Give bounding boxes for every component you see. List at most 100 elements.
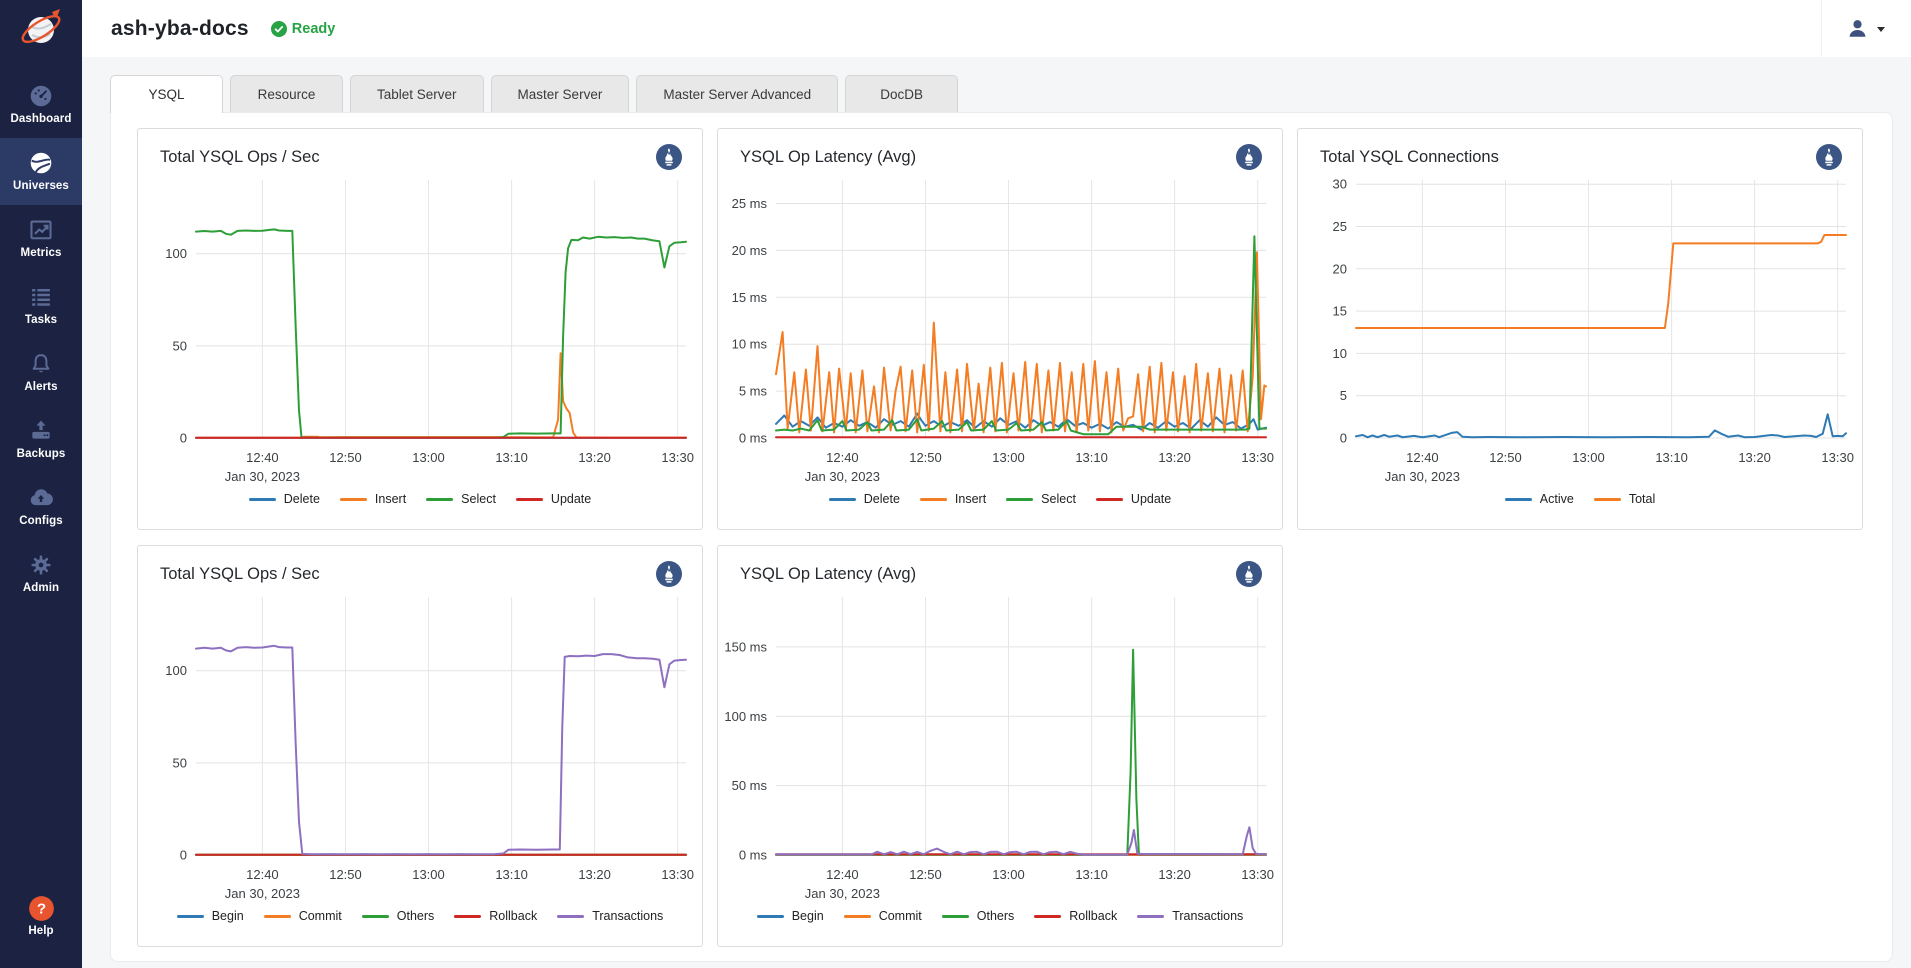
sidebar-item-universes[interactable]: Universes <box>0 138 82 205</box>
svg-text:12:50: 12:50 <box>1489 450 1522 465</box>
legend-item-update: Update <box>1096 492 1171 506</box>
legend-swatch <box>757 915 784 918</box>
chart-title: Total YSQL Connections <box>1320 148 1499 167</box>
yugabyte-logo-icon[interactable] <box>0 0 82 57</box>
svg-text:13:30: 13:30 <box>661 450 694 465</box>
sidebar-item-label: Metrics <box>0 247 82 259</box>
sidebar-item-label: Configs <box>0 515 82 527</box>
sidebar-item-backups[interactable]: Backups <box>0 406 82 473</box>
user-menu[interactable] <box>1821 0 1911 57</box>
tab-master-server[interactable]: Master Server <box>491 75 630 112</box>
chart-title: YSQL Op Latency (Avg) <box>740 565 916 584</box>
svg-text:13:20: 13:20 <box>1738 450 1771 465</box>
legend-item-select: Select <box>1006 492 1076 506</box>
svg-text:Jan 30, 2023: Jan 30, 2023 <box>1385 469 1460 484</box>
legend-swatch <box>1137 915 1164 918</box>
legend-swatch <box>340 498 367 501</box>
svg-text:13:30: 13:30 <box>661 867 694 882</box>
legend-label: Select <box>1041 492 1076 506</box>
legend-swatch <box>249 498 276 501</box>
chart-canvas: 05010012:4012:5013:0013:1013:2013:30Jan … <box>138 170 702 490</box>
svg-text:Jan 30, 2023: Jan 30, 2023 <box>225 886 300 901</box>
chart-canvas: 05101520253012:4012:5013:0013:1013:2013:… <box>1298 170 1862 490</box>
legend-item-delete: Delete <box>829 492 900 506</box>
legend-swatch <box>426 498 453 501</box>
metrics-icon <box>0 217 82 243</box>
legend-item-delete: Delete <box>249 492 320 506</box>
legend-swatch <box>1006 498 1033 501</box>
svg-text:100: 100 <box>165 246 187 261</box>
chart-legend: DeleteInsertSelectUpdate <box>138 492 702 506</box>
svg-text:50 ms: 50 ms <box>732 778 768 793</box>
svg-text:30: 30 <box>1333 177 1347 192</box>
svg-text:15 ms: 15 ms <box>732 290 768 305</box>
legend-swatch <box>1594 498 1621 501</box>
sidebar-item-label: Admin <box>0 582 82 594</box>
chart-panel: Total YSQL Ops / Sec05010012:4012:5013:0… <box>137 545 703 947</box>
check-circle-icon <box>271 21 287 37</box>
svg-text:15: 15 <box>1333 304 1347 319</box>
legend-label: Begin <box>792 909 824 923</box>
legend-item-insert: Insert <box>920 492 986 506</box>
legend-label: Update <box>1131 492 1171 506</box>
chart-canvas: 05010012:4012:5013:0013:1013:2013:30Jan … <box>138 587 702 907</box>
svg-text:13:00: 13:00 <box>412 867 445 882</box>
svg-text:0: 0 <box>180 848 187 863</box>
chart-title: Total YSQL Ops / Sec <box>160 565 320 584</box>
chart-canvas: 0 ms5 ms10 ms15 ms20 ms25 ms12:4012:5013… <box>718 170 1282 490</box>
sidebar-item-label: Alerts <box>0 381 82 393</box>
legend-swatch <box>1034 915 1061 918</box>
svg-text:12:50: 12:50 <box>909 867 942 882</box>
tab-ysql[interactable]: YSQL <box>110 75 223 113</box>
configs-icon <box>0 485 82 511</box>
chart-title: Total YSQL Ops / Sec <box>160 148 320 167</box>
tab-resource[interactable]: Resource <box>230 75 343 112</box>
tab-master-server-advanced[interactable]: Master Server Advanced <box>636 75 838 112</box>
svg-text:13:10: 13:10 <box>495 867 528 882</box>
legend-label: Transactions <box>592 909 663 923</box>
svg-text:13:20: 13:20 <box>1158 450 1191 465</box>
sidebar-item-tasks[interactable]: Tasks <box>0 272 82 339</box>
legend-label: Active <box>1540 492 1574 506</box>
svg-text:?: ? <box>36 901 45 918</box>
svg-text:12:50: 12:50 <box>909 450 942 465</box>
legend-swatch <box>454 915 481 918</box>
sidebar-item-label: Tasks <box>0 314 82 326</box>
svg-text:13:30: 13:30 <box>1241 867 1274 882</box>
tab-docdb[interactable]: DocDB <box>845 75 958 112</box>
metrics-card: Total YSQL Ops / Sec 05010012:4012:5013:0… <box>110 112 1893 962</box>
svg-text:10: 10 <box>1333 346 1347 361</box>
legend-item-commit: Commit <box>844 909 922 923</box>
sidebar-item-label: Universes <box>0 180 82 192</box>
user-icon <box>1846 17 1869 40</box>
sidebar-item-alerts[interactable]: Alerts <box>0 339 82 406</box>
legend-label: Transactions <box>1172 909 1243 923</box>
status-badge: Ready <box>271 21 336 37</box>
legend-swatch <box>1505 498 1532 501</box>
sidebar-item-configs[interactable]: Configs <box>0 473 82 540</box>
sidebar-item-help[interactable]: ?Help <box>0 883 82 950</box>
legend-swatch <box>264 915 291 918</box>
svg-text:12:50: 12:50 <box>329 450 362 465</box>
header: ash-yba-docs Ready <box>82 0 1911 57</box>
legend-item-update: Update <box>516 492 591 506</box>
sidebar-item-metrics[interactable]: Metrics <box>0 205 82 272</box>
app-root: Dashboard Universes Metrics Tasks Alerts Back… <box>0 0 1911 968</box>
legend-label: Rollback <box>1069 909 1117 923</box>
tab-strip: YSQLResourceTablet ServerMaster ServerMa… <box>110 75 958 113</box>
svg-text:13:20: 13:20 <box>1158 867 1191 882</box>
legend-item-others: Others <box>362 909 435 923</box>
legend-label: Begin <box>212 909 244 923</box>
prometheus-icon <box>1236 561 1262 587</box>
svg-text:50: 50 <box>173 755 187 770</box>
svg-text:13:10: 13:10 <box>1655 450 1688 465</box>
legend-item-begin: Begin <box>177 909 244 923</box>
sidebar-item-admin[interactable]: Admin <box>0 540 82 607</box>
sidebar-item-dashboard[interactable]: Dashboard <box>0 71 82 138</box>
legend-swatch <box>1096 498 1123 501</box>
chart-title: YSQL Op Latency (Avg) <box>740 148 916 167</box>
legend-label: Delete <box>864 492 900 506</box>
legend-label: Total <box>1629 492 1655 506</box>
tab-tablet-server[interactable]: Tablet Server <box>350 75 484 112</box>
legend-label: Insert <box>955 492 986 506</box>
